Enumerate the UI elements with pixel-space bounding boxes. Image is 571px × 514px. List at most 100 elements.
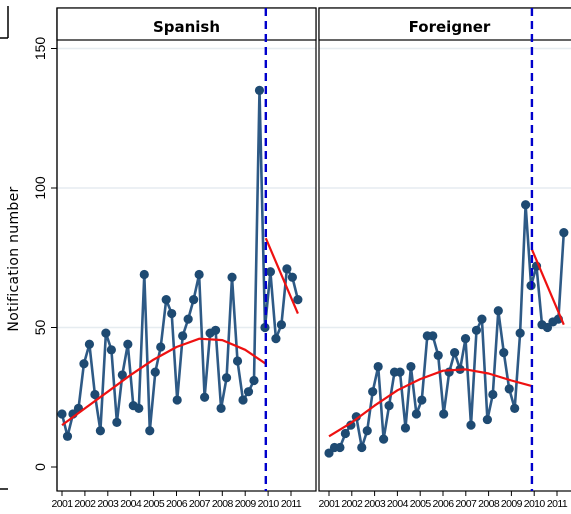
- data-point: [282, 264, 292, 274]
- data-point: [271, 334, 281, 344]
- series-line: [60, 89, 300, 438]
- data-point: [384, 401, 394, 411]
- data-point: [194, 269, 204, 280]
- data-point: [189, 295, 199, 305]
- data-point: [150, 367, 160, 377]
- data-point: [101, 328, 111, 338]
- x-tick-label: 2004: [120, 498, 142, 510]
- x-tick-label: 2006: [433, 498, 455, 510]
- data-point: [117, 370, 127, 380]
- data-point: [373, 361, 383, 372]
- y-axis-label: Notification number: [6, 186, 22, 331]
- x-tick-label: 2011: [281, 498, 302, 510]
- data-point: [79, 359, 89, 369]
- x-tick-label: 2008: [212, 498, 234, 510]
- data-point: [460, 334, 471, 344]
- data-point: [482, 414, 492, 425]
- data-point: [340, 428, 350, 439]
- data-point: [471, 325, 482, 335]
- x-tick-label: 2004: [387, 498, 409, 510]
- data-point: [57, 409, 67, 419]
- series-line: [328, 203, 566, 455]
- data-point: [243, 387, 254, 397]
- y-axis: 0 50 100 150: [32, 8, 58, 491]
- x-tick-label: 2010: [524, 498, 546, 510]
- data-point: [368, 387, 378, 397]
- data-point: [172, 395, 182, 405]
- data-point: [504, 384, 514, 394]
- data-point: [227, 272, 237, 282]
- x-tick-label: 2007: [455, 498, 477, 510]
- y-tick-label: 50: [32, 320, 48, 336]
- data-point: [395, 367, 405, 377]
- x-tick-label: 2010: [258, 498, 280, 510]
- data-point: [62, 431, 73, 441]
- x-tick-label: 2008: [478, 498, 500, 510]
- x-tick-label: 2009: [501, 498, 523, 510]
- data-point: [106, 345, 116, 355]
- data-point: [200, 392, 210, 402]
- data-point: [499, 348, 509, 358]
- trend-line-post: [530, 248, 565, 326]
- data-point: [439, 409, 449, 419]
- data-point: [123, 339, 133, 349]
- data-point: [466, 420, 476, 430]
- y-tick-label: 150: [32, 37, 48, 61]
- data-point: [210, 325, 221, 335]
- data-point: [112, 417, 122, 427]
- x-tick-label: 2002: [74, 498, 96, 510]
- x-tick-label: 2002: [341, 498, 363, 510]
- figure-frame: [0, 6, 9, 490]
- panel-title: Foreigner: [409, 18, 491, 36]
- data-point: [287, 272, 297, 282]
- data-point: [515, 328, 525, 338]
- x-tick-label: 2003: [97, 498, 119, 510]
- trend-line-pre: [328, 368, 533, 438]
- data-point: [156, 342, 166, 352]
- data-point: [510, 403, 520, 414]
- x-tick-label: 2005: [143, 498, 165, 510]
- data-point: [362, 426, 372, 436]
- strip-header: [318, 7, 571, 41]
- data-point: [351, 412, 361, 422]
- data-point: [488, 389, 498, 400]
- data-point: [254, 85, 265, 95]
- trend-line-pre: [61, 337, 267, 426]
- data-point: [84, 339, 95, 349]
- data-point: [238, 395, 248, 405]
- data-point: [221, 373, 232, 383]
- data-point: [216, 403, 226, 414]
- data-point: [335, 442, 345, 453]
- panel-border: [56, 7, 317, 492]
- x-tick-label: 2005: [410, 498, 432, 510]
- data-point: [400, 423, 411, 433]
- x-tick-label: 2001: [52, 498, 74, 510]
- data-point: [411, 409, 421, 419]
- x-tick-label: 2011: [547, 498, 568, 510]
- data-point: [183, 314, 193, 324]
- data-point: [95, 426, 105, 436]
- data-point: [134, 403, 144, 414]
- data-point: [167, 308, 177, 319]
- trend-line-post: [264, 237, 299, 315]
- data-point: [433, 350, 443, 360]
- data-point: [346, 420, 356, 430]
- data-point: [521, 200, 531, 210]
- data-point: [450, 348, 460, 358]
- data-point: [293, 295, 303, 305]
- data-point: [406, 361, 416, 372]
- data-point: [477, 314, 487, 324]
- data-point: [444, 367, 454, 377]
- x-tick-label: 2007: [189, 498, 211, 510]
- data-point: [90, 389, 100, 400]
- data-point: [428, 331, 438, 341]
- x-tick-label: 2001: [319, 498, 341, 510]
- data-point: [178, 331, 188, 341]
- data-point: [232, 356, 243, 366]
- data-point: [357, 442, 367, 453]
- y-tick-label: 100: [32, 176, 48, 200]
- x-tick-label: 2003: [364, 498, 386, 510]
- data-point: [139, 269, 149, 280]
